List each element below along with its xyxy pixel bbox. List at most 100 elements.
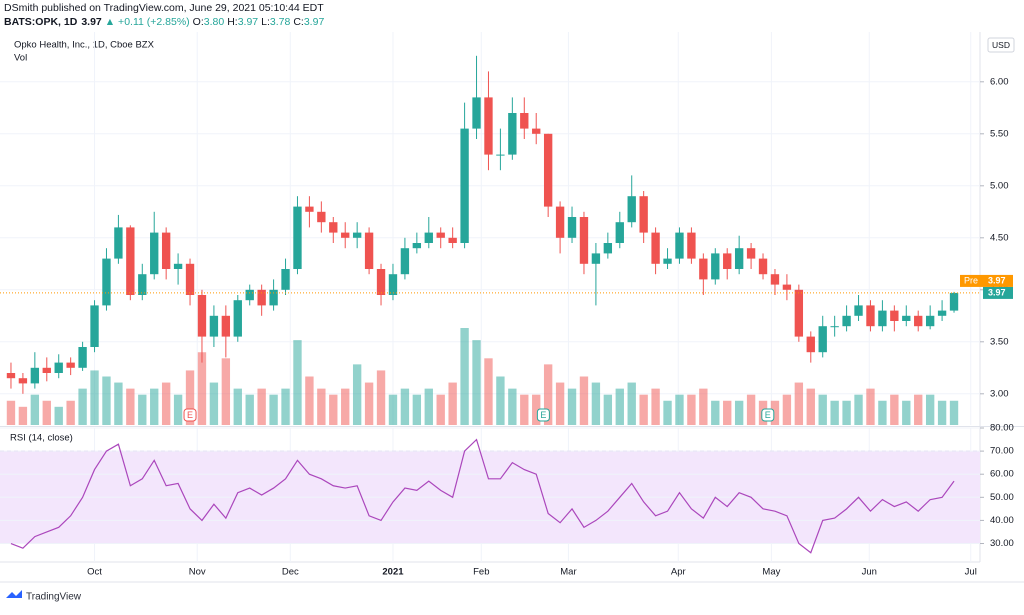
header-value: O: bbox=[193, 16, 204, 28]
candle-body bbox=[18, 378, 28, 384]
candle-body bbox=[317, 211, 326, 223]
candle-body bbox=[675, 232, 684, 259]
volume-bar bbox=[18, 406, 28, 425]
currency-box bbox=[987, 37, 1015, 53]
volume-bar bbox=[532, 394, 541, 425]
volume-bar bbox=[806, 388, 815, 425]
candle-body bbox=[866, 305, 875, 327]
candle-body bbox=[663, 258, 672, 264]
candle-body bbox=[711, 253, 720, 280]
volume-bar bbox=[138, 394, 147, 425]
candle-body bbox=[388, 274, 398, 295]
volume-bar bbox=[520, 394, 529, 425]
candle-body bbox=[603, 243, 613, 254]
y-tick-label: 80.00 bbox=[990, 423, 1014, 434]
volume-bar bbox=[472, 340, 481, 425]
symbol: BATS:OPK, 1D bbox=[4, 16, 78, 28]
volume-bar bbox=[603, 394, 613, 425]
volume-bar bbox=[388, 394, 398, 425]
header-value: 3.97 bbox=[304, 16, 325, 28]
last-price-tag bbox=[983, 286, 1013, 299]
volume-bar bbox=[579, 376, 589, 425]
volume-bar bbox=[770, 400, 780, 425]
rsi-line bbox=[10, 438, 955, 554]
candle-body bbox=[723, 253, 732, 269]
candle-body bbox=[627, 196, 636, 223]
candle-body bbox=[209, 315, 219, 337]
candle-body bbox=[150, 232, 159, 275]
volume-bar bbox=[639, 394, 648, 425]
candle-body bbox=[114, 227, 123, 259]
earnings-label: E bbox=[540, 410, 546, 420]
candle-body bbox=[460, 128, 469, 243]
candle-body bbox=[949, 292, 959, 311]
candle-body bbox=[245, 289, 254, 301]
candle-body bbox=[376, 269, 386, 295]
y-tick-label: 5.50 bbox=[990, 128, 1009, 139]
header-value: 3.97 bbox=[81, 16, 102, 28]
volume-bar bbox=[627, 382, 636, 425]
volume-bar bbox=[854, 394, 863, 425]
candle-body bbox=[364, 232, 374, 269]
candle-body bbox=[66, 362, 75, 368]
candle-body bbox=[221, 315, 231, 337]
candle-body bbox=[78, 347, 87, 368]
premarket-name: Pre bbox=[964, 275, 978, 285]
volume-bar bbox=[436, 394, 445, 425]
volume-bar bbox=[842, 400, 851, 425]
candle-body bbox=[746, 248, 756, 259]
x-tick-label: Apr bbox=[671, 567, 686, 578]
author-line: DSmith published on TradingView.com, Jun… bbox=[4, 2, 324, 14]
earnings-badge bbox=[183, 408, 197, 422]
candle-body bbox=[878, 310, 887, 327]
candle-body bbox=[424, 232, 433, 243]
y-tick-label: 4.50 bbox=[990, 232, 1009, 243]
volume-bar bbox=[508, 388, 517, 425]
x-tick-label: Jul bbox=[965, 567, 977, 578]
candle-body bbox=[173, 263, 183, 269]
candle-body bbox=[758, 258, 768, 275]
candle-body bbox=[854, 305, 863, 316]
volume-bar bbox=[651, 388, 660, 425]
header-value: 3.80 bbox=[204, 16, 225, 28]
header-value: L: bbox=[261, 16, 270, 28]
candle-body bbox=[543, 133, 553, 207]
candle-body bbox=[687, 232, 696, 259]
volume-bar bbox=[949, 400, 959, 425]
y-tick-label: 50.00 bbox=[990, 492, 1014, 503]
candle-body bbox=[161, 232, 171, 269]
header-value: ▲ +0.11 (+2.85%) bbox=[105, 16, 190, 28]
candle-body bbox=[639, 196, 648, 233]
volume-bar bbox=[615, 388, 624, 425]
volume-bar bbox=[723, 400, 732, 425]
y-tick-label: 70.00 bbox=[990, 446, 1014, 457]
candle-body bbox=[579, 217, 589, 264]
volume-bar bbox=[209, 382, 219, 425]
volume-bar bbox=[90, 370, 99, 425]
volume-bar bbox=[746, 394, 756, 425]
candle-body bbox=[770, 274, 780, 285]
candle-body bbox=[412, 243, 422, 249]
volume-bar bbox=[937, 400, 947, 425]
candle-body bbox=[6, 373, 16, 379]
x-tick-label: Feb bbox=[473, 567, 489, 578]
volume-bar bbox=[78, 388, 87, 425]
candle-body bbox=[305, 206, 314, 212]
y-tick-label: 6.00 bbox=[990, 76, 1009, 87]
candle-body bbox=[734, 248, 744, 269]
candle-body bbox=[352, 232, 362, 238]
volume-bar bbox=[30, 394, 40, 425]
volume-bar bbox=[317, 388, 326, 425]
volume-bar bbox=[364, 382, 374, 425]
header-value: C: bbox=[293, 16, 304, 28]
last-price-label: 3.97 bbox=[988, 287, 1006, 297]
candle-body bbox=[102, 258, 111, 306]
rsi-label: RSI (14, close) bbox=[10, 433, 73, 444]
candle-body bbox=[269, 289, 278, 306]
chart-title: Opko Health, Inc., 1D, Cboe BZX bbox=[14, 40, 155, 51]
volume-bar bbox=[555, 382, 565, 425]
volume-bar bbox=[114, 382, 123, 425]
volume-bar bbox=[794, 382, 804, 425]
volume-bar bbox=[245, 394, 254, 425]
